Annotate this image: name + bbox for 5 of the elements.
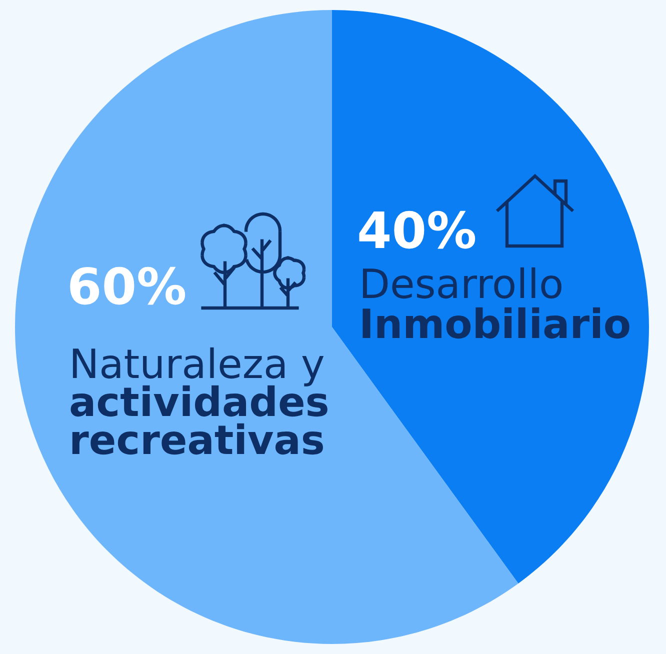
slice-label: Naturaleza y actividades recreativas — [70, 347, 328, 455]
data-label: 40% — [359, 210, 476, 249]
pie-slice — [332, 10, 649, 584]
data-label: 60% — [70, 266, 186, 305]
slice-label: Desarrollo Inmobiliario — [362, 267, 630, 339]
